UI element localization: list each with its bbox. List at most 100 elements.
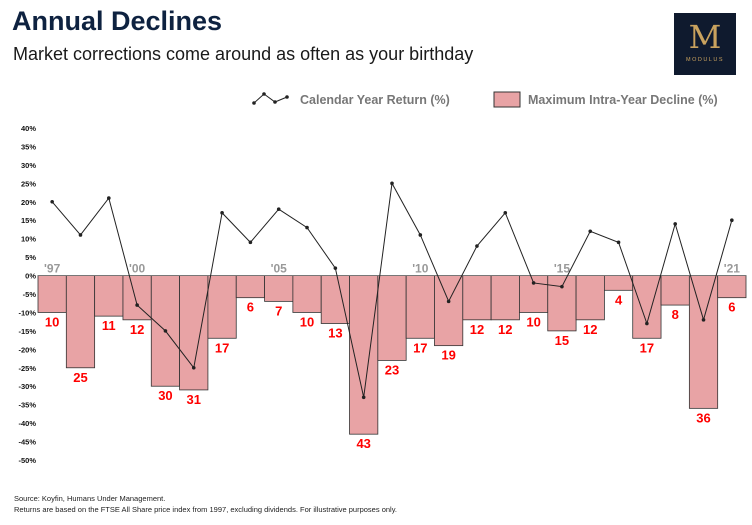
logo-monogram: M xyxy=(688,18,722,56)
return-point xyxy=(276,207,281,211)
decline-bar xyxy=(660,275,690,306)
return-point xyxy=(645,321,649,326)
bar-value-label: 19 xyxy=(441,348,455,363)
bar-value-label: 12 xyxy=(498,322,512,337)
return-point xyxy=(531,281,536,285)
y-tick-label: 30% xyxy=(21,161,36,170)
decline-bar xyxy=(462,275,492,321)
decline-bar xyxy=(207,275,237,339)
chart-subtitle: Market corrections come around as often … xyxy=(13,44,474,64)
return-point xyxy=(191,365,196,370)
y-tick-label: -10% xyxy=(18,308,36,317)
legend: Calendar Year Return (%) Maximum Intra-Y… xyxy=(252,91,718,108)
return-point xyxy=(475,244,479,248)
return-point xyxy=(305,225,309,230)
y-tick-label: -35% xyxy=(18,401,36,410)
return-point xyxy=(107,196,111,200)
bar-value-label: 8 xyxy=(672,307,679,322)
bar-value-label: 10 xyxy=(526,314,540,329)
decline-bar xyxy=(235,275,265,299)
y-tick-label: 40% xyxy=(21,124,36,133)
year-marker-label: '00 xyxy=(129,262,146,276)
brand-logo: M MODULUS xyxy=(674,13,736,75)
bar-value-label: 23 xyxy=(385,362,399,377)
bar-value-label: 10 xyxy=(45,314,59,329)
bar-value-label: 6 xyxy=(247,300,254,315)
y-tick-label: -5% xyxy=(23,290,37,299)
year-markers: '97 '00 '05 '10 '15 '21 xyxy=(44,262,740,276)
bar-value-label: 17 xyxy=(215,340,229,355)
bar-value-label: 43 xyxy=(356,436,370,451)
decline-bar xyxy=(575,275,605,321)
y-tick-label: 35% xyxy=(21,142,36,151)
return-point xyxy=(248,240,253,245)
legend-line-point xyxy=(273,100,277,104)
y-tick-label: 25% xyxy=(21,179,36,188)
bar-series xyxy=(37,275,747,435)
bar-value-label: 12 xyxy=(130,322,144,337)
return-point xyxy=(390,181,394,186)
bar-value-label: 25 xyxy=(73,370,87,385)
bar-value-label: 30 xyxy=(158,388,172,403)
decline-bar xyxy=(490,275,520,321)
bar-value-label: 36 xyxy=(696,410,710,425)
bar-value-label: 15 xyxy=(555,333,569,348)
return-point xyxy=(503,211,508,215)
return-point xyxy=(418,233,423,237)
y-axis: 40% 35% 30% 25% 20% 15% 10% 5% 0% -5% -10% -15% -20%… xyxy=(18,124,36,465)
return-point xyxy=(50,199,54,204)
y-tick-label: 15% xyxy=(21,216,36,225)
bar-value-label: 10 xyxy=(300,314,314,329)
decline-bar xyxy=(264,275,294,302)
legend-line-point xyxy=(285,95,289,99)
bar-value-label: 12 xyxy=(470,322,484,337)
decline-bar xyxy=(547,275,577,332)
bar-value-label: 13 xyxy=(328,326,342,341)
decline-bar xyxy=(377,275,407,361)
return-point xyxy=(333,266,338,270)
decline-bar xyxy=(349,275,379,435)
source-note: Source: Koyfin, Humans Under Management. xyxy=(14,494,166,503)
return-point xyxy=(163,329,168,333)
legend-label-bar: Maximum Intra-Year Decline (%) xyxy=(528,93,718,107)
decline-bar xyxy=(37,275,67,313)
return-point xyxy=(361,395,366,400)
decline-bar xyxy=(292,275,322,313)
bar-series-legend-icon xyxy=(493,91,521,108)
y-tick-label: 20% xyxy=(21,198,36,207)
bar-value-label: 7 xyxy=(275,303,282,318)
bar-value-label: 6 xyxy=(728,300,735,315)
y-tick-label: 5% xyxy=(25,253,36,262)
return-point xyxy=(446,299,451,304)
decline-bar xyxy=(179,275,209,391)
decline-bar xyxy=(632,275,662,339)
decline-bar xyxy=(604,275,634,291)
year-marker-label: '10 xyxy=(412,262,429,276)
bar-value-label: 12 xyxy=(583,322,597,337)
y-tick-label: 10% xyxy=(21,235,36,244)
decline-bar xyxy=(717,275,747,299)
decline-bar xyxy=(405,275,435,339)
return-point xyxy=(560,284,564,289)
bar-value-label: 4 xyxy=(615,292,623,307)
y-tick-label: -50% xyxy=(18,456,36,465)
decline-bar xyxy=(65,275,96,369)
y-tick-label: -15% xyxy=(18,327,36,336)
legend-line-path xyxy=(253,93,288,104)
return-point xyxy=(701,318,706,322)
decline-bar xyxy=(320,275,350,324)
y-tick-label: 0% xyxy=(25,272,36,281)
return-point xyxy=(673,222,677,226)
legend-line-point xyxy=(262,92,266,96)
decline-bar xyxy=(519,275,549,313)
bar-value-label: 17 xyxy=(413,340,427,355)
legend-line-point xyxy=(252,101,256,105)
y-tick-label: -20% xyxy=(18,345,36,354)
bar-value-label: 17 xyxy=(640,340,654,355)
return-point xyxy=(588,229,593,234)
return-point xyxy=(616,240,621,245)
bar-value-labels: 10 25 11 12 30 31 17 6 7 10 13 43 23 17 19 12 12 10 15 12 4 1… xyxy=(45,292,736,451)
bar-value-label: 11 xyxy=(102,318,116,333)
decline-bar xyxy=(688,275,719,409)
